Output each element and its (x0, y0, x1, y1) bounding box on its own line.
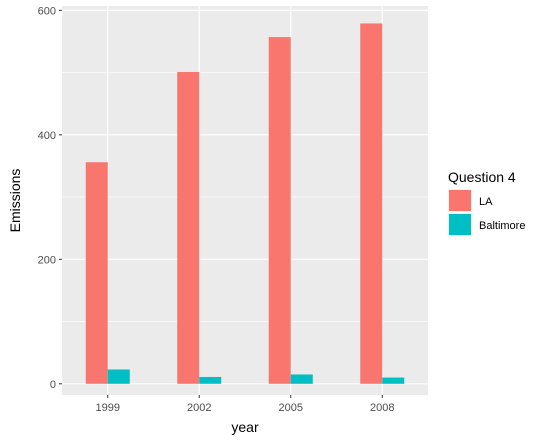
bar-la-2002 (177, 71, 200, 384)
bar-baltimore-2008 (382, 377, 405, 384)
y-axis-ticks: 0 200 400 600 (38, 5, 62, 391)
y-tick-label: 400 (38, 130, 56, 142)
legend-key-la (449, 190, 471, 211)
legend-key-baltimore (449, 214, 471, 235)
bars (85, 23, 405, 384)
legend-label-baltimore: Baltimore (479, 220, 525, 232)
bar-la-2005 (268, 37, 291, 384)
x-axis-ticks: 1999 2002 2005 2008 (96, 395, 394, 414)
y-tick-label: 0 (50, 379, 56, 391)
y-tick-label: 200 (38, 254, 56, 266)
x-axis-title: year (231, 419, 259, 435)
x-tick-label: 2008 (370, 402, 394, 414)
x-tick-label: 1999 (96, 402, 120, 414)
bar-baltimore-2002 (199, 376, 222, 384)
legend-label-la: LA (479, 196, 493, 208)
legend-title: Question 4 (448, 169, 516, 185)
legend: Question 4 LA Baltimore (448, 169, 525, 236)
bar-baltimore-2005 (290, 374, 313, 384)
x-tick-label: 2002 (187, 402, 211, 414)
bar-baltimore-1999 (107, 369, 130, 384)
y-tick-label: 600 (38, 5, 56, 17)
x-tick-label: 2005 (279, 402, 303, 414)
bar-la-2008 (360, 23, 383, 384)
bar-la-1999 (85, 162, 108, 384)
y-axis-title: Emissions (7, 169, 23, 233)
